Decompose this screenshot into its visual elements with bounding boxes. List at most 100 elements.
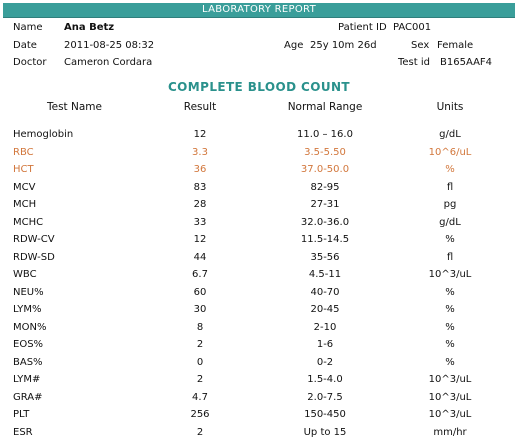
normal-range-cell: Up to 15 xyxy=(303,426,347,438)
test-name-cell: Hemoglobin xyxy=(13,129,74,140)
normal-range-cell: 11.5-14.5 xyxy=(300,234,350,245)
test-name-cell: MON% xyxy=(13,321,47,333)
unit-cell: fl xyxy=(446,181,454,193)
unit-cell: % xyxy=(445,164,455,175)
table-row: RBC 3.3 3.5-5.50 10^6/uL xyxy=(0,147,518,164)
test-name-cell: MCH xyxy=(13,199,37,210)
test-name-cell: EOS% xyxy=(13,339,44,350)
name-label: Name xyxy=(13,22,43,33)
normal-range-cell: 37.0-50.0 xyxy=(300,164,350,175)
normal-range-cell: 40-70 xyxy=(310,286,340,298)
normal-range-cell: 32.0-36.0 xyxy=(300,216,350,228)
unit-cell: 10^6/uL xyxy=(428,146,472,158)
test-name-cell: RDW-SD xyxy=(13,251,55,263)
table-row: RDW-SD 44 35-56 fl xyxy=(0,252,518,269)
test-id-value: B165AAF4 xyxy=(440,57,493,68)
table-row: Hemoglobin 12 11.0 – 16.0 g/dL xyxy=(0,129,518,146)
age-value: 25y 10m 26d xyxy=(310,40,377,51)
result-cell: 12 xyxy=(193,129,207,140)
result-cell: 60 xyxy=(193,286,207,298)
test-name-cell: LYM# xyxy=(13,374,41,385)
result-cell: 33 xyxy=(193,216,207,228)
table-row: RDW-CV 12 11.5-14.5% xyxy=(0,234,518,251)
unit-cell: g/dL xyxy=(439,216,461,228)
doctor-value: Cameron Cordara xyxy=(64,57,153,68)
normal-range-cell: 150-450 xyxy=(304,409,346,420)
normal-range-cell: 4.5-11 xyxy=(308,269,342,280)
normal-range-cell: 1.5-4.0 xyxy=(307,374,343,385)
unit-cell: 10^3/uL xyxy=(428,269,472,280)
table-row: EOS% 2 1-6% xyxy=(0,339,518,356)
test-name-cell: ESR xyxy=(13,426,33,438)
result-cell: 256 xyxy=(190,409,210,420)
table-row: LYM# 2 1.5-4.0 10^3/uL xyxy=(0,374,518,391)
patient-id-value: PAC001 xyxy=(393,22,432,33)
unit-cell: % xyxy=(445,234,455,245)
unit-cell: % xyxy=(445,356,455,368)
normal-range-cell: 3.5-5.50 xyxy=(304,146,346,158)
patient-name: Ana Betz xyxy=(64,22,115,33)
report-title: LABORATORY REPORT xyxy=(202,4,316,15)
test-name-cell: RBC xyxy=(13,146,34,158)
unit-cell: g/dL xyxy=(439,129,461,140)
table-row: NEU% 60 40-70% xyxy=(0,287,518,304)
test-name-cell: RDW-CV xyxy=(13,234,55,245)
table-row: MCV 83 82-95 fl xyxy=(0,182,518,199)
unit-cell: % xyxy=(445,304,455,315)
column-header-test-name: Test Name xyxy=(47,101,102,113)
result-cell: 4.7 xyxy=(192,391,208,403)
normal-range-cell: 1-6 xyxy=(316,339,334,350)
result-cell: 44 xyxy=(193,251,207,263)
test-name-cell: GRA# xyxy=(13,391,43,403)
table-row: WBC 6.7 4.5-11 10^3/uL xyxy=(0,269,518,286)
unit-cell: fl xyxy=(446,251,454,263)
result-cell: 3.3 xyxy=(192,146,208,158)
test-name-cell: WBC xyxy=(13,269,37,280)
test-name-cell: MCHC xyxy=(13,216,44,228)
column-header-normal-range: Normal Range xyxy=(287,101,363,113)
test-name-cell: MCV xyxy=(13,181,36,193)
result-cell: 2 xyxy=(196,339,204,350)
table-row: MCHC 33 32.0-36.0 g/dL xyxy=(0,217,518,234)
table-row: PLT 256 150-450 10^3/uL xyxy=(0,409,518,426)
test-name-cell: LYM% xyxy=(13,304,42,315)
test-id-label: Test id xyxy=(398,57,430,68)
table-row: MCH 28 27-31 pg xyxy=(0,199,518,216)
test-name-cell: BAS% xyxy=(13,356,43,368)
table-row: ESR 2 Up to 15 mm/hr xyxy=(0,427,518,444)
section-title: COMPLETE BLOOD COUNT xyxy=(167,80,351,94)
result-cell: 2 xyxy=(196,426,204,438)
normal-range-cell: 0-2 xyxy=(316,356,334,368)
normal-range-cell: 82-95 xyxy=(310,181,340,193)
normal-range-cell: 20-45 xyxy=(310,304,340,315)
result-cell: 6.7 xyxy=(192,269,208,280)
unit-cell: % xyxy=(445,321,455,333)
column-header-units: Units xyxy=(436,101,464,113)
sex-label: Sex xyxy=(411,40,430,51)
normal-range-cell: 35-56 xyxy=(310,251,340,263)
normal-range-cell: 27-31 xyxy=(310,199,340,210)
result-cell: 83 xyxy=(193,181,207,193)
sex-value: Female xyxy=(437,40,474,51)
doctor-label: Doctor xyxy=(13,57,47,68)
normal-range-cell: 2-10 xyxy=(313,321,337,333)
column-header-result: Result xyxy=(183,101,217,113)
result-cell: 30 xyxy=(193,304,207,315)
unit-cell: % xyxy=(445,339,455,350)
normal-range-cell: 2.0-7.5 xyxy=(307,391,343,403)
table-row: GRA# 4.7 2.0-7.5 10^3/uL xyxy=(0,392,518,409)
test-name-cell: NEU% xyxy=(13,286,44,298)
unit-cell: 10^3/uL xyxy=(428,374,472,385)
result-cell: 0 xyxy=(196,356,204,368)
report-banner: LABORATORY REPORT xyxy=(3,3,515,18)
result-cell: 28 xyxy=(193,199,207,210)
unit-cell: 10^3/uL xyxy=(428,391,472,403)
table-row: MON% 8 2-10% xyxy=(0,322,518,339)
result-cell: 12 xyxy=(193,234,207,245)
test-name-cell: HCT xyxy=(13,164,34,175)
table-row: LYM% 30 20-45% xyxy=(0,304,518,321)
normal-range-cell: 11.0 – 16.0 xyxy=(297,129,353,140)
unit-cell: 10^3/uL xyxy=(428,409,472,420)
unit-cell: % xyxy=(445,286,455,298)
date-value: 2011-08-25 08:32 xyxy=(64,40,155,51)
